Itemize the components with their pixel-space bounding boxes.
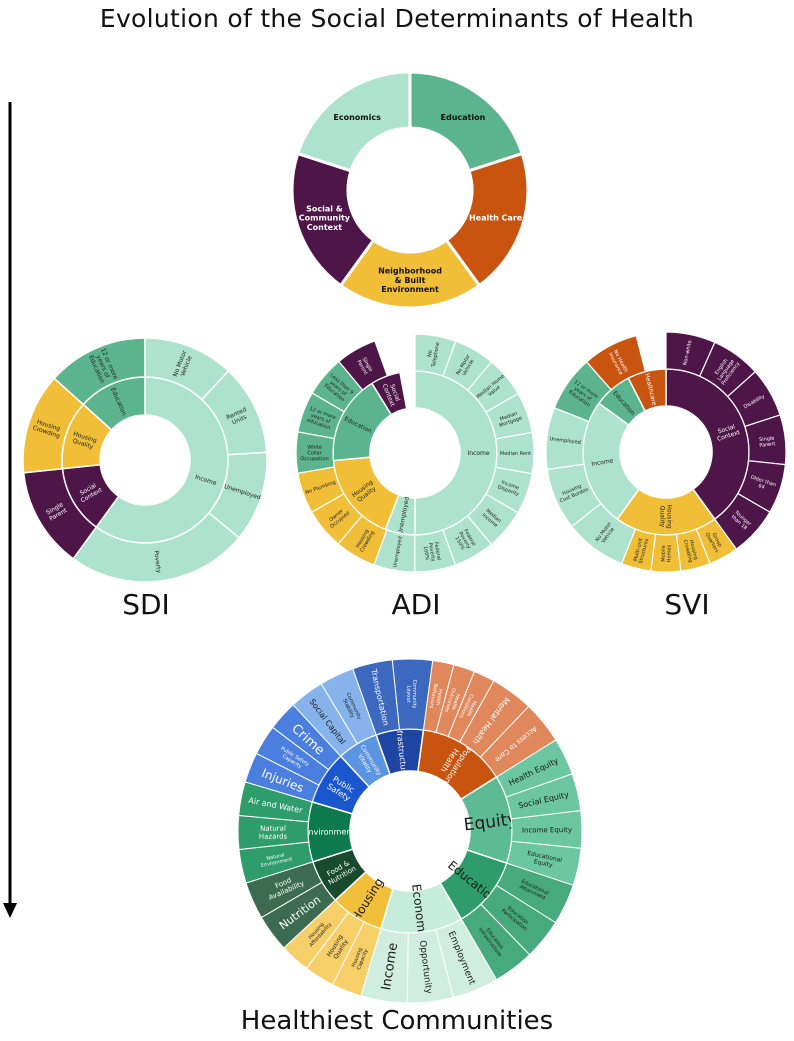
hc-outer-label-health-behaviors: HealthBehaviors xyxy=(428,683,444,710)
svi-outer-label-english-language-proficiency: EnglishLanguageProficiency xyxy=(711,354,741,386)
adi-label: ADI xyxy=(391,588,441,621)
sdi-outer-label-poverty: Poverty xyxy=(152,550,162,574)
hc-inner-label-environment: Environment xyxy=(303,827,354,836)
svi-outer-label-housing-crowding: HousingCrowding xyxy=(682,538,699,564)
sdi-outer-segment-12-or-more-years-of-education xyxy=(53,337,146,406)
adi-outer-label-median-rent: Median Rent xyxy=(500,451,531,457)
top-label-economics: Economics xyxy=(333,113,381,122)
top-wheel: Education Health Care Neighborhood & Built E… xyxy=(290,70,530,310)
adi-outer-label-white-collar-occupation: White Collar Occupation xyxy=(300,445,328,463)
top-segment-neighborhood-and-built-environment xyxy=(338,238,482,310)
top-label-health-care: Health Care xyxy=(469,214,523,223)
svi-outer-label-mobile-homes: MobileHomes xyxy=(661,544,673,562)
figure-title: Evolution of the Social Determinants of … xyxy=(99,4,695,33)
hc-outer-label-income-equity: Income Equity xyxy=(522,826,572,834)
hc-outer-segment-access-to-care xyxy=(479,705,557,778)
svi-outer-label-unemployed: Unemployed xyxy=(549,436,581,446)
sdi-wheel: IncomeSocialContextHousingQualityEducati… xyxy=(22,337,268,583)
adi-inner-label-income: Income xyxy=(467,450,489,457)
top-segment-health-care xyxy=(444,151,530,288)
top-label-social-and-community-context: Social & Community Context xyxy=(299,204,351,231)
arrow-head xyxy=(3,903,17,918)
svi-wheel: SocialContextHousingQualityIncomeEducati… xyxy=(545,331,787,573)
svi-outer-segment-no-health-insurance xyxy=(585,335,647,391)
svi-inner-label-income: Income xyxy=(591,457,614,467)
top-segment-education xyxy=(408,70,525,173)
hc-inner-label-economy: Economy xyxy=(409,883,429,940)
sdi-label: SDI xyxy=(122,588,170,621)
adi-outer-label-no-telephone: NoTelephone xyxy=(425,341,441,369)
svi-label: SVI xyxy=(664,588,710,621)
top-segment-economics xyxy=(295,70,412,173)
adi-wheel: IncomeUnemployedHousingQualityEducationS… xyxy=(295,333,535,573)
hc-outer-label-natural-hazards: Natural Hazards xyxy=(259,824,288,840)
svi-outer-label-non-white: Non-white xyxy=(682,340,693,366)
svi-outer-label-single-parent: SingleParent xyxy=(758,436,775,449)
hc-outer-label-community-layout: CommunityLayout xyxy=(405,679,417,708)
top-label-education: Education xyxy=(441,113,486,122)
top-segment-social-and-community-context xyxy=(290,151,376,288)
top-label-neighborhood-and-built-environment: Neighborhood & Built Environment xyxy=(378,267,442,294)
adi-outer-label-federal-poverty-100: FederalPoverty100% xyxy=(421,541,441,563)
adi-outer-label-unemployed: Unemployed xyxy=(392,536,403,568)
svi-inner-label-housing-quality: HousingQuality xyxy=(658,504,672,529)
adi-outer-segment-single-parent xyxy=(338,340,389,391)
hc-outer-label-income: Income xyxy=(379,942,401,992)
healthiest-communities-title: Healthiest Communities xyxy=(240,1006,554,1036)
